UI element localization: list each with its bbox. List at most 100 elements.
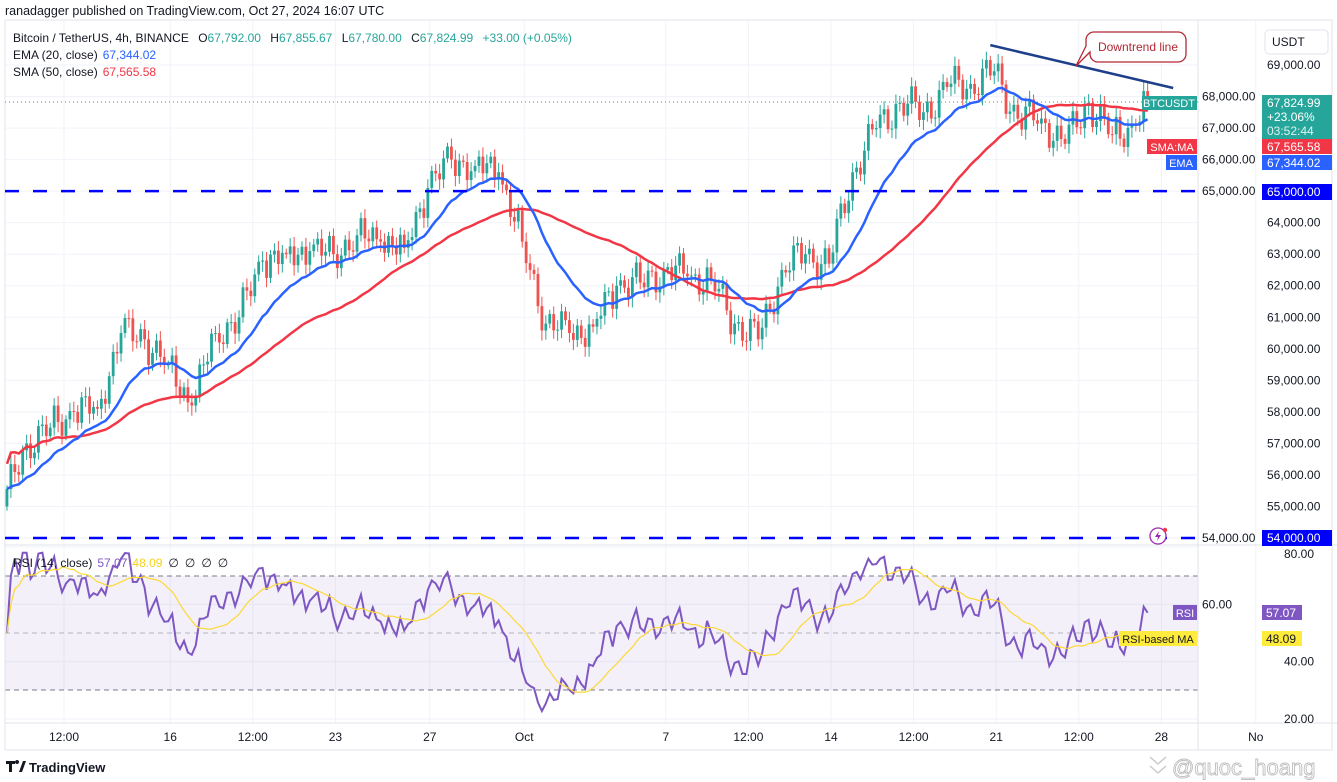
- candle-body: [127, 318, 131, 320]
- candle-body: [190, 402, 194, 406]
- candle-body: [257, 261, 261, 275]
- candle-body: [646, 270, 650, 288]
- candle-body: [886, 109, 890, 130]
- price-tick-label: 66,000.00: [1202, 153, 1256, 167]
- candle-body: [1008, 111, 1012, 114]
- candle-body: [1083, 105, 1087, 129]
- candle-body: [957, 65, 961, 80]
- candle-body: [682, 253, 685, 274]
- candle-body: [174, 355, 178, 387]
- candle-body: [961, 79, 965, 100]
- candle-body: [760, 327, 764, 340]
- candle-body: [461, 160, 465, 162]
- candle-body: [245, 287, 249, 291]
- candle-body: [13, 464, 17, 472]
- price-tick-label: 59,000.00: [1267, 373, 1321, 387]
- candles: [5, 51, 1150, 511]
- candle-body: [819, 264, 823, 280]
- candle-body: [111, 351, 115, 377]
- rsi-tag: RSI 57.07: [1173, 605, 1302, 620]
- sma-tag: SMA:MA 67,565.58: [1147, 139, 1332, 154]
- candle-body: [29, 443, 32, 459]
- candle-body: [37, 426, 40, 453]
- candle-body: [914, 86, 917, 102]
- candle-body: [953, 65, 957, 84]
- candle-body: [937, 90, 941, 118]
- candle-body: [898, 102, 902, 104]
- candle-body: [709, 267, 713, 280]
- ema-legend[interactable]: EMA (20, close) 67,344.02: [13, 48, 156, 62]
- price-tick-label: 68,000.00: [1202, 90, 1256, 104]
- candle-body: [296, 254, 300, 266]
- time-tick-label: 21: [990, 730, 1004, 744]
- candle-body: [17, 471, 21, 475]
- candle-body: [119, 333, 123, 354]
- candle-body: [666, 267, 670, 270]
- time-tick-label: 12:00: [899, 730, 929, 744]
- candle-body: [237, 317, 241, 334]
- candle-body: [9, 464, 13, 490]
- candle-body: [532, 269, 536, 274]
- svg-text:67,824.99: 67,824.99: [1267, 96, 1321, 110]
- price-tick-label: 62,000.00: [1267, 279, 1321, 293]
- price-tick-label: 54,000.00: [1202, 531, 1256, 545]
- price-tick-label: 67,000.00: [1202, 121, 1256, 135]
- candle-body: [977, 93, 980, 96]
- candle-body: [1067, 124, 1071, 144]
- currency-button[interactable]: USDT: [1264, 29, 1329, 55]
- rsi-line: [6, 551, 1149, 714]
- time-axis[interactable]: 12:00 16 12:00 23 27 Oct 7 12:00 14 12:00 21 12:00 2…: [49, 730, 1264, 744]
- candle-body: [752, 318, 756, 322]
- svg-text:USDT: USDT: [1272, 35, 1305, 49]
- price-axis[interactable]: 69,000.00 68,000.00 67,000.00 66,000.00 65,0…: [1202, 58, 1321, 545]
- downtrend-callout[interactable]: Downtrend line: [1075, 31, 1187, 67]
- candle-body: [505, 184, 508, 191]
- candle-body: [1106, 116, 1110, 135]
- candle-body: [1122, 138, 1126, 147]
- candle-body: [186, 387, 190, 403]
- candle-body: [1004, 84, 1008, 114]
- time-tick-label: 12:00: [733, 730, 763, 744]
- candle-body: [1040, 118, 1043, 124]
- candle-body: [992, 71, 996, 76]
- candle-body: [929, 101, 933, 119]
- watermark: @quoc_hoang: [1149, 755, 1316, 780]
- candle-body: [686, 273, 689, 277]
- rsi-axis[interactable]: 80.00 60.00 40.00 20.00: [1202, 547, 1314, 726]
- candle-body: [965, 88, 969, 100]
- candle-body: [918, 101, 921, 120]
- downtrend-line[interactable]: [990, 43, 1174, 90]
- candle-body: [217, 333, 221, 343]
- candle-body: [689, 275, 693, 277]
- candle-body: [737, 322, 740, 324]
- candle-body: [1051, 140, 1055, 148]
- rsi-ma-tag: RSI-based MA 48.09: [1119, 631, 1302, 646]
- level-65000-tag: 65,000.00: [1262, 184, 1332, 200]
- alert-icon[interactable]: [1149, 527, 1168, 545]
- candle-body: [151, 352, 154, 365]
- price-tick-label: 56,000.00: [1267, 468, 1321, 482]
- candle-body: [851, 172, 855, 201]
- svg-text:RSI: RSI: [1176, 608, 1194, 620]
- candle-body: [839, 203, 843, 219]
- candle-body: [60, 421, 64, 436]
- candle-body: [198, 364, 202, 396]
- ohlc-legend: Bitcoin / TetherUS, 4h, BINANCE O67,792.…: [13, 31, 572, 45]
- rsi-legend[interactable]: RSI (14, close) 57.07 48.09 ∅ ∅ ∅ ∅: [13, 556, 228, 570]
- candle-body: [178, 386, 182, 397]
- candle-body: [355, 235, 359, 252]
- tradingview-logo[interactable]: TradingView: [6, 760, 106, 775]
- candle-body: [343, 239, 347, 256]
- symbol-title[interactable]: Bitcoin / TetherUS, 4h, BINANCE: [13, 31, 189, 45]
- svg-text:67,565.58: 67,565.58: [1267, 140, 1321, 154]
- sma-legend[interactable]: SMA (50, close) 67,565.58: [13, 65, 156, 79]
- candle-body: [52, 405, 56, 428]
- time-tick-label: 7: [662, 730, 669, 744]
- candle-body: [328, 235, 331, 252]
- candle-body: [76, 411, 80, 423]
- candle-body: [1059, 125, 1063, 139]
- candle-body: [1016, 104, 1020, 119]
- rsi-tick-label: 40.00: [1284, 655, 1314, 669]
- candle-body: [410, 237, 414, 241]
